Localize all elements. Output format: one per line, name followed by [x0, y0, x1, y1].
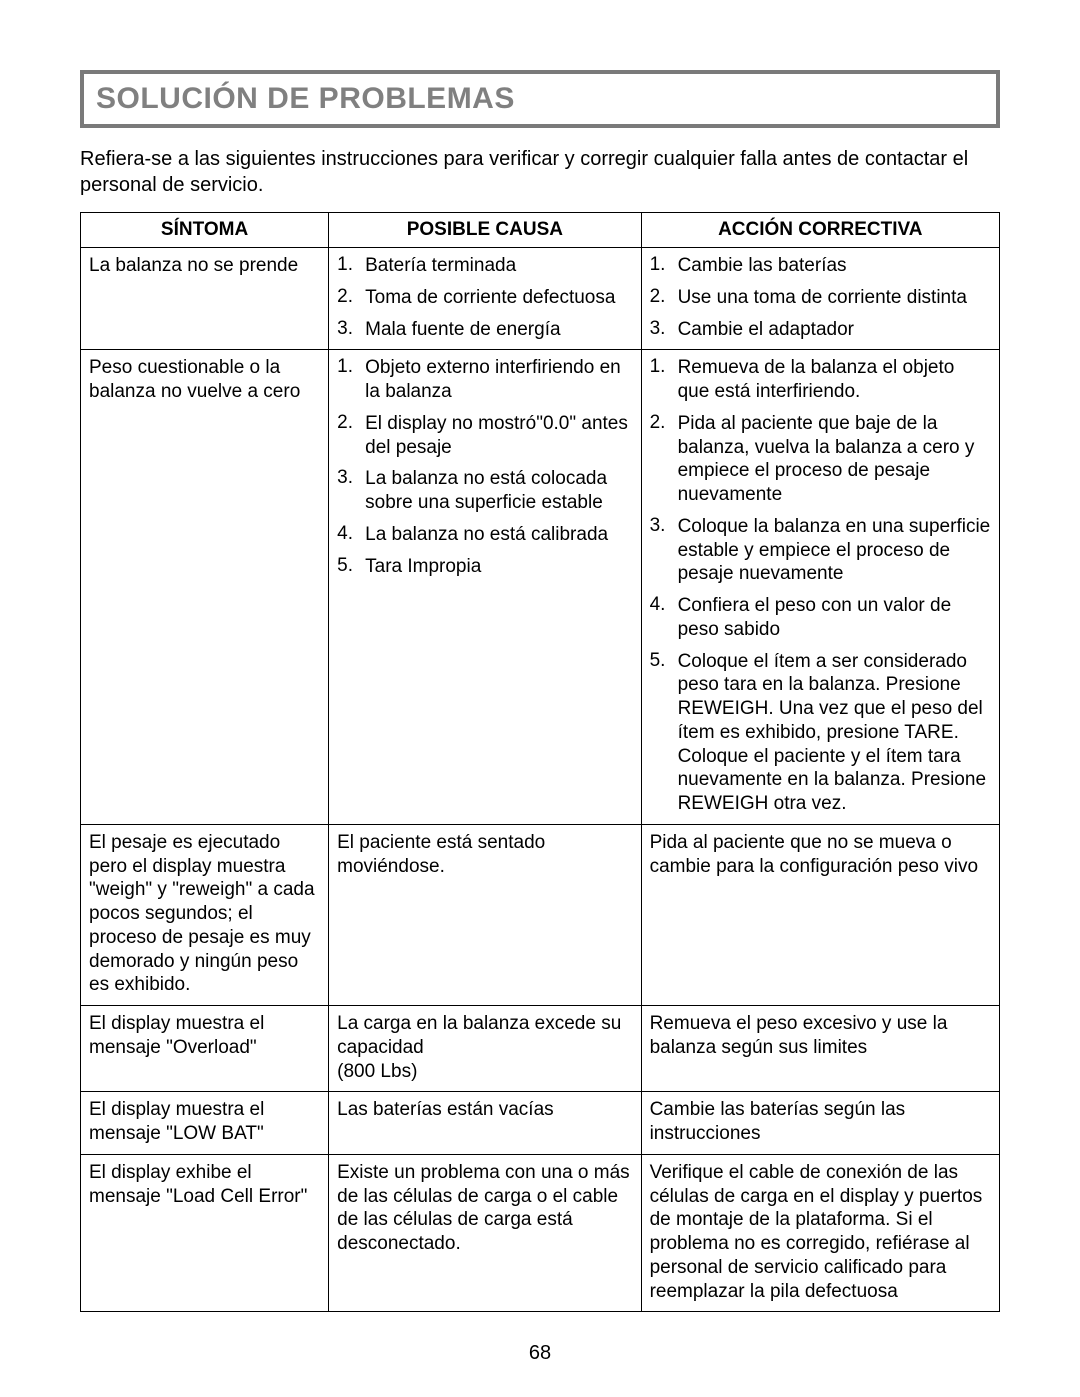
troubleshooting-table: SÍNTOMA POSIBLE CAUSA ACCIÓN CORRECTIVA … — [80, 212, 1000, 1312]
header-symptom: SÍNTOMA — [81, 213, 329, 248]
symptom-cell: El display exhibe el mensaje "Load Cell … — [81, 1154, 329, 1312]
table-row: Peso cuestionable o la balanza no vuelve… — [81, 350, 1000, 825]
intro-paragraph: Refiera-se a las siguientes instruccione… — [80, 146, 1000, 198]
header-action: ACCIÓN CORRECTIVA — [641, 213, 999, 248]
table-row: El display exhibe el mensaje "Load Cell … — [81, 1154, 1000, 1312]
section-title: SOLUCIÓN DE PROBLEMAS — [96, 82, 984, 116]
action-cell: Pida al paciente que no se mueva o cambi… — [641, 824, 999, 1005]
action-cell: Verifique el cable de conexión de las cé… — [641, 1154, 999, 1312]
cause-cell: 1.Batería terminada2.Toma de corriente d… — [329, 248, 641, 350]
table-row: El pesaje es ejecutado pero el display m… — [81, 824, 1000, 1005]
cause-cell: Existe un problema con una o más de las … — [329, 1154, 641, 1312]
action-cell: 1.Remueva de la balanza el objeto que es… — [641, 350, 999, 825]
cause-cell: El paciente está sentado moviéndose. — [329, 824, 641, 1005]
cause-cell: La carga en la balanza excede su capacid… — [329, 1006, 641, 1092]
page-number: 68 — [0, 1342, 1080, 1365]
action-cell: Cambie las baterías según las instruccio… — [641, 1092, 999, 1155]
table-row: El display muestra el mensaje "LOW BAT"L… — [81, 1092, 1000, 1155]
symptom-cell: El pesaje es ejecutado pero el display m… — [81, 824, 329, 1005]
table-row: La balanza no se prende1.Batería termina… — [81, 248, 1000, 350]
table-row: El display muestra el mensaje "Overload"… — [81, 1006, 1000, 1092]
symptom-cell: La balanza no se prende — [81, 248, 329, 350]
symptom-cell: El display muestra el mensaje "LOW BAT" — [81, 1092, 329, 1155]
action-cell: 1.Cambie las baterías2.Use una toma de c… — [641, 248, 999, 350]
header-cause: POSIBLE CAUSA — [329, 213, 641, 248]
table-header-row: SÍNTOMA POSIBLE CAUSA ACCIÓN CORRECTIVA — [81, 213, 1000, 248]
cause-cell: Las baterías están vacías — [329, 1092, 641, 1155]
action-cell: Remueva el peso excesivo y use la balanz… — [641, 1006, 999, 1092]
page: SOLUCIÓN DE PROBLEMAS Refiera-se a las s… — [0, 0, 1080, 1397]
table-body: La balanza no se prende1.Batería termina… — [81, 248, 1000, 1312]
section-title-box: SOLUCIÓN DE PROBLEMAS — [80, 70, 1000, 128]
symptom-cell: El display muestra el mensaje "Overload" — [81, 1006, 329, 1092]
cause-cell: 1.Objeto externo interfiriendo en la bal… — [329, 350, 641, 825]
symptom-cell: Peso cuestionable o la balanza no vuelve… — [81, 350, 329, 825]
